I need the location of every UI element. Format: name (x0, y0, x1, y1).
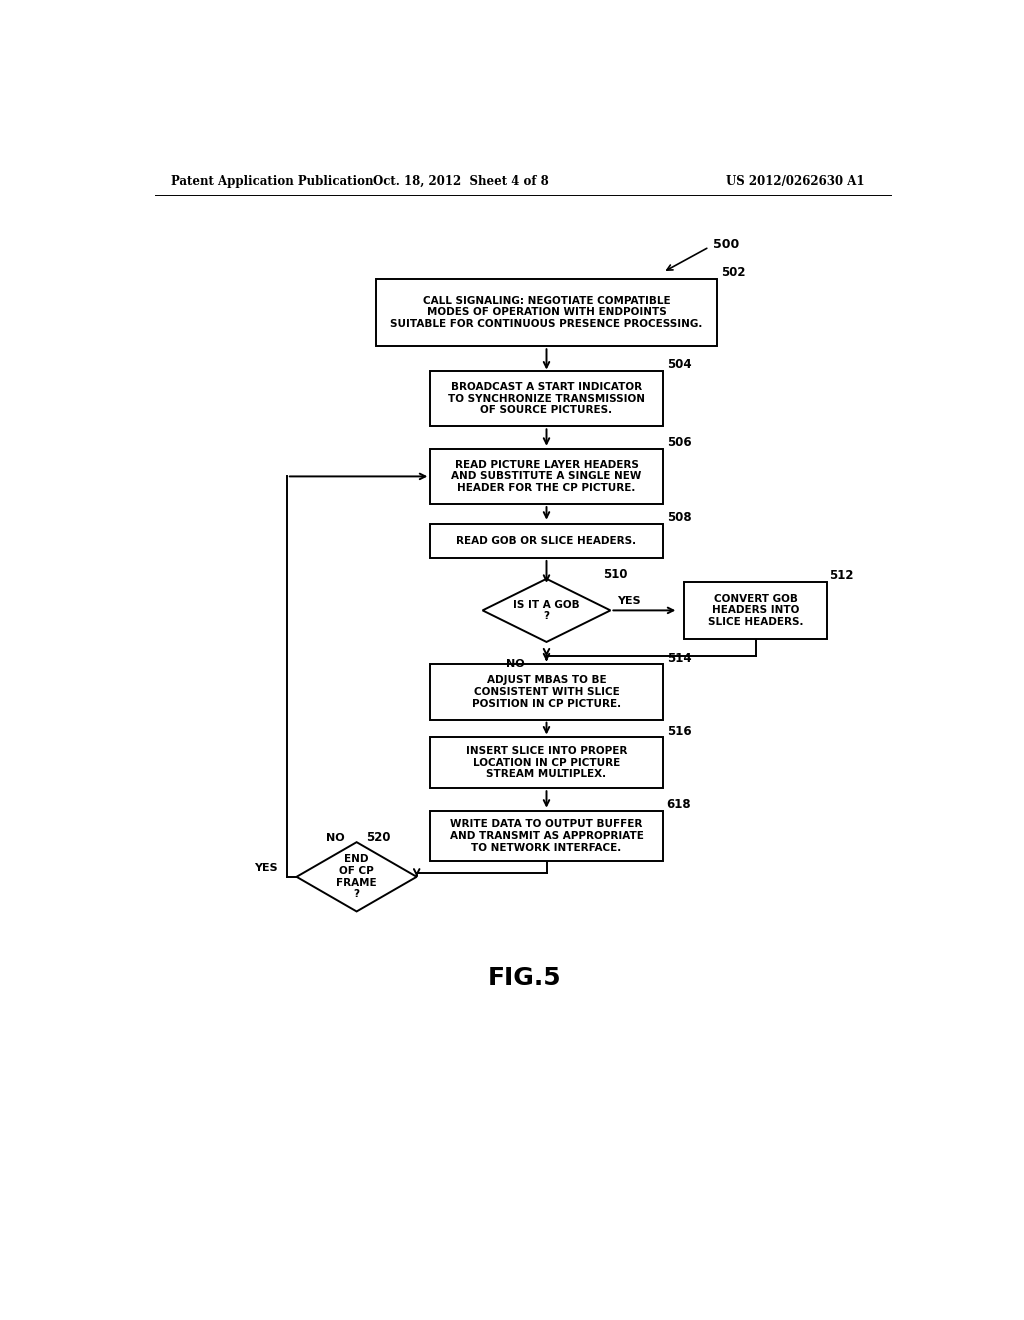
Text: 508: 508 (667, 511, 691, 524)
Text: WRITE DATA TO OUTPUT BUFFER
AND TRANSMIT AS APPROPRIATE
TO NETWORK INTERFACE.: WRITE DATA TO OUTPUT BUFFER AND TRANSMIT… (450, 820, 643, 853)
Text: Patent Application Publication: Patent Application Publication (171, 176, 373, 187)
Text: CALL SIGNALING: NEGOTIATE COMPATIBLE
MODES OF OPERATION WITH ENDPOINTS
SUITABLE : CALL SIGNALING: NEGOTIATE COMPATIBLE MOD… (390, 296, 702, 329)
Text: YES: YES (254, 862, 278, 873)
Polygon shape (482, 579, 610, 642)
Text: 618: 618 (667, 797, 691, 810)
Text: Oct. 18, 2012  Sheet 4 of 8: Oct. 18, 2012 Sheet 4 of 8 (374, 176, 549, 187)
Text: 502: 502 (721, 265, 745, 279)
Text: 510: 510 (603, 568, 627, 581)
FancyBboxPatch shape (376, 279, 717, 346)
Text: FIG.5: FIG.5 (488, 966, 561, 990)
Text: 506: 506 (667, 436, 691, 449)
Text: READ PICTURE LAYER HEADERS
AND SUBSTITUTE A SINGLE NEW
HEADER FOR THE CP PICTURE: READ PICTURE LAYER HEADERS AND SUBSTITUT… (452, 459, 642, 492)
Text: NO: NO (327, 833, 345, 842)
Text: 512: 512 (829, 569, 853, 582)
Text: 504: 504 (667, 358, 691, 371)
Text: READ GOB OR SLICE HEADERS.: READ GOB OR SLICE HEADERS. (457, 536, 637, 546)
Text: YES: YES (616, 597, 640, 606)
Text: 520: 520 (366, 832, 390, 843)
FancyBboxPatch shape (430, 664, 663, 719)
Text: 514: 514 (667, 652, 691, 665)
Text: US 2012/0262630 A1: US 2012/0262630 A1 (726, 176, 864, 187)
FancyBboxPatch shape (430, 449, 663, 504)
Text: CONVERT GOB
HEADERS INTO
SLICE HEADERS.: CONVERT GOB HEADERS INTO SLICE HEADERS. (708, 594, 804, 627)
Text: INSERT SLICE INTO PROPER
LOCATION IN CP PICTURE
STREAM MULTIPLEX.: INSERT SLICE INTO PROPER LOCATION IN CP … (466, 746, 627, 779)
FancyBboxPatch shape (684, 582, 827, 639)
Text: NO: NO (506, 659, 525, 668)
Text: END
OF CP
FRAME
?: END OF CP FRAME ? (336, 854, 377, 899)
Polygon shape (297, 842, 417, 912)
Text: ADJUST MBAS TO BE
CONSISTENT WITH SLICE
POSITION IN CP PICTURE.: ADJUST MBAS TO BE CONSISTENT WITH SLICE … (472, 676, 622, 709)
FancyBboxPatch shape (430, 738, 663, 788)
FancyBboxPatch shape (430, 524, 663, 558)
Text: IS IT A GOB
?: IS IT A GOB ? (513, 599, 580, 622)
Text: BROADCAST A START INDICATOR
TO SYNCHRONIZE TRANSMISSION
OF SOURCE PICTURES.: BROADCAST A START INDICATOR TO SYNCHRONI… (449, 381, 645, 416)
FancyBboxPatch shape (430, 810, 663, 862)
Text: 516: 516 (667, 725, 691, 738)
Text: 500: 500 (713, 238, 739, 251)
FancyBboxPatch shape (430, 371, 663, 426)
